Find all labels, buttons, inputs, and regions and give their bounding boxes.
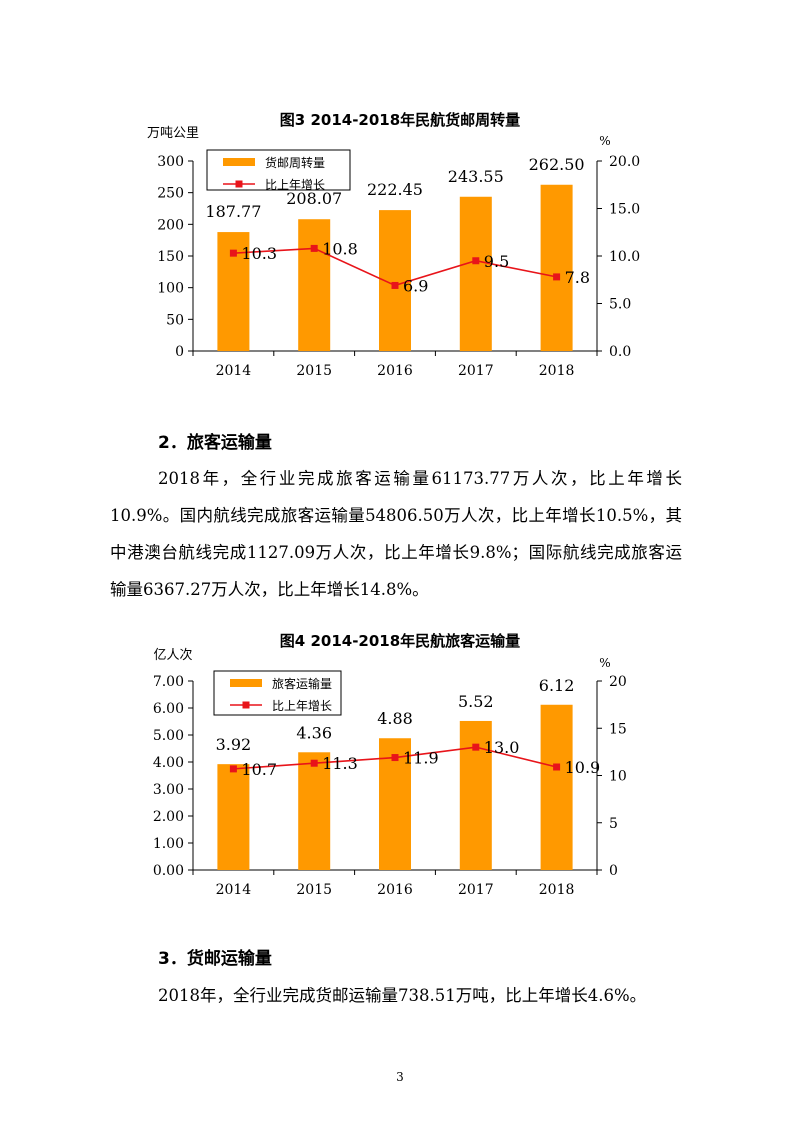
- x-tick-label: 2017: [458, 363, 494, 379]
- bar-data-label: 4.36: [296, 723, 332, 742]
- left-tick-label: 5.00: [153, 728, 184, 744]
- bar-data-label: 5.52: [458, 692, 494, 711]
- growth-data-label: 6.9: [403, 276, 428, 295]
- x-tick-label: 2014: [216, 363, 252, 379]
- x-tick-label: 2018: [539, 363, 575, 379]
- bar-2014: [217, 764, 250, 870]
- right-tick-label: 10: [609, 769, 627, 785]
- bar-2015: [298, 752, 331, 870]
- chart-title: 图3 2014-2018年民航货邮周转量: [280, 111, 520, 129]
- left-tick-label: 7.00: [153, 674, 184, 690]
- x-tick-label: 2015: [296, 363, 332, 379]
- right-tick-label: 15.0: [609, 202, 640, 218]
- left-axis-unit: 亿人次: [153, 647, 192, 663]
- bar-2015: [298, 219, 331, 351]
- right-tick-label: 0: [609, 863, 618, 879]
- legend-line-label: 比上年增长: [272, 699, 332, 713]
- growth-marker-2015: [310, 244, 318, 252]
- left-tick-label: 50: [166, 312, 184, 328]
- legend-bar-label: 旅客运输量: [272, 676, 332, 691]
- paragraph-cargo: 2018年，全行业完成货邮运输量738.51万吨，比上年增长4.6%。: [158, 986, 647, 1005]
- legend-bar-swatch: [223, 158, 255, 166]
- chart-cargo-turnover: 图3 2014-2018年民航货邮周转量万吨公里% 0 50 100 150 200 250…: [0, 95, 800, 399]
- x-tick-label: 2016: [377, 882, 413, 898]
- x-tick-label: 2015: [296, 882, 332, 898]
- growth-marker-2017: [472, 743, 480, 751]
- left-tick-label: 4.00: [153, 755, 184, 771]
- bar-2018: [540, 704, 573, 870]
- growth-data-label: 13.0: [484, 738, 520, 757]
- bar-2018: [540, 184, 573, 351]
- growth-marker-2016: [391, 754, 399, 762]
- left-tick-label: 150: [157, 249, 184, 265]
- bar-data-label: 262.50: [529, 155, 585, 174]
- left-tick-label: 6.00: [153, 701, 184, 717]
- bar-data-label: 243.55: [448, 167, 504, 186]
- right-axis-unit: %: [599, 134, 610, 148]
- growth-data-label: 11.9: [403, 749, 439, 768]
- right-tick-label: 20: [609, 674, 627, 690]
- growth-data-label: 9.5: [484, 252, 509, 271]
- bar-data-label: 187.77: [205, 202, 261, 221]
- chart-passenger-volume: 图4 2014-2018年民航旅客运输量亿人次% 0.00 1.00 2.00 3.00…: [0, 618, 800, 912]
- right-tick-label: 5.0: [609, 297, 631, 313]
- growth-marker-2014: [229, 765, 237, 773]
- x-tick-label: 2018: [539, 882, 575, 898]
- legend-bar-swatch: [230, 679, 262, 687]
- left-tick-label: 0.00: [153, 863, 184, 879]
- left-tick-label: 3.00: [153, 782, 184, 798]
- legend-line-label: 比上年增长: [265, 178, 325, 192]
- left-tick-label: 100: [157, 281, 184, 297]
- bar-data-label: 6.12: [539, 676, 575, 695]
- left-tick-label: 250: [157, 186, 184, 202]
- legend-line-marker: [235, 180, 243, 188]
- growth-data-label: 7.8: [565, 268, 590, 287]
- growth-marker-2016: [391, 281, 399, 289]
- x-tick-label: 2017: [458, 882, 494, 898]
- growth-data-label: 11.3: [322, 754, 358, 773]
- legend-line-marker: [242, 701, 250, 709]
- x-tick-label: 2014: [216, 882, 252, 898]
- left-tick-label: 0: [175, 344, 184, 360]
- left-axis-unit: 万吨公里: [147, 126, 199, 141]
- growth-data-label: 10.9: [565, 758, 601, 777]
- bar-data-label: 208.07: [286, 189, 342, 208]
- right-tick-label: 15: [609, 721, 627, 737]
- left-tick-label: 300: [157, 154, 184, 170]
- bar-data-label: 222.45: [367, 180, 423, 199]
- legend-bar-label: 货邮周转量: [265, 155, 325, 170]
- growth-marker-2018: [553, 763, 561, 771]
- growth-marker-2014: [229, 249, 237, 257]
- growth-data-label: 10.3: [241, 244, 277, 263]
- left-tick-label: 2.00: [153, 809, 184, 825]
- paragraph-passenger: 2018年，全行业完成旅客运输量61173.77万人次，比上年增长10.9%。国…: [110, 469, 682, 599]
- growth-marker-2017: [472, 257, 480, 265]
- left-tick-label: 1.00: [153, 836, 184, 852]
- growth-marker-2015: [310, 759, 318, 767]
- growth-data-label: 10.8: [322, 239, 358, 258]
- bar-data-label: 4.88: [377, 709, 413, 728]
- page-number: 3: [396, 1070, 404, 1084]
- growth-marker-2018: [553, 273, 561, 281]
- right-axis-unit: %: [599, 656, 610, 670]
- section-heading-passenger: 2．旅客运输量: [158, 433, 272, 453]
- legend-box: [213, 670, 342, 716]
- left-tick-label: 200: [157, 217, 184, 233]
- bar-2017: [459, 196, 492, 351]
- chart-title: 图4 2014-2018年民航旅客运输量: [280, 632, 520, 650]
- right-tick-label: 20.0: [609, 154, 640, 170]
- growth-data-label: 10.7: [241, 760, 277, 779]
- x-tick-label: 2016: [377, 363, 413, 379]
- bar-data-label: 3.92: [216, 735, 252, 754]
- right-tick-label: 5: [609, 816, 618, 832]
- right-tick-label: 10.0: [609, 249, 640, 265]
- right-tick-label: 0.0: [609, 344, 631, 360]
- section-heading-cargo: 3．货邮运输量: [158, 949, 272, 969]
